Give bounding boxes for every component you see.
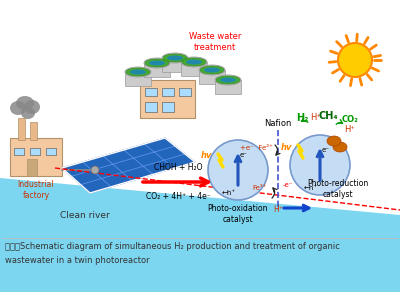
Ellipse shape [182,58,206,66]
Text: 圖二：Schematic diagram of simultaneous H₂ production and treatment of organic: 圖二：Schematic diagram of simultaneous H₂ … [5,242,340,251]
Text: Waste water
treatment: Waste water treatment [189,32,241,52]
Text: CHOH + H₂O: CHOH + H₂O [154,163,202,172]
Ellipse shape [144,58,170,68]
Ellipse shape [16,96,34,110]
Ellipse shape [333,142,347,152]
Circle shape [91,166,99,174]
Text: Clean river: Clean river [60,211,110,220]
Ellipse shape [167,55,183,60]
Bar [179,88,191,96]
Bar [14,148,24,155]
Ellipse shape [181,57,207,67]
Ellipse shape [163,54,187,62]
Bar [215,80,241,94]
Bar [18,118,25,140]
Polygon shape [62,138,195,193]
Text: Fe³⁺: Fe³⁺ [253,185,267,191]
Text: CH₄: CH₄ [318,111,338,121]
Ellipse shape [186,60,202,65]
Text: wastewater in a twin photoreactor: wastewater in a twin photoreactor [5,256,150,265]
Text: H⁺: H⁺ [273,205,283,214]
Bar [140,80,195,118]
Text: e⁻: e⁻ [322,147,330,153]
Text: Photo-reduction
catalyst: Photo-reduction catalyst [307,179,369,199]
Bar [27,159,37,176]
Text: Nafion: Nafion [264,119,292,128]
Ellipse shape [126,68,150,76]
Bar [199,70,225,84]
Text: H⁺: H⁺ [310,114,322,123]
Bar [144,63,170,77]
Ellipse shape [215,75,241,85]
Bar [46,148,56,155]
Text: H₂: H₂ [296,113,308,123]
Bar [162,88,174,96]
Ellipse shape [130,69,146,74]
Text: H⁺: H⁺ [344,124,356,133]
Text: hv: hv [200,152,212,161]
Bar [10,138,62,176]
Text: +e⁻  Fe²⁺: +e⁻ Fe²⁺ [240,145,272,151]
Ellipse shape [10,101,26,115]
Text: ←h⁺: ←h⁺ [304,185,318,191]
Ellipse shape [125,67,151,77]
Text: Photo-oxidation
catalyst: Photo-oxidation catalyst [208,204,268,224]
Text: Industrial
factory: Industrial factory [18,180,54,200]
Ellipse shape [149,60,165,65]
Bar [145,88,157,96]
Text: -e⁻: -e⁻ [283,182,294,188]
Ellipse shape [338,43,372,77]
Text: hv: hv [280,142,292,152]
Bar [30,122,37,140]
Ellipse shape [208,140,268,200]
Ellipse shape [216,76,240,84]
Ellipse shape [21,107,35,119]
Bar [162,102,174,112]
Ellipse shape [290,135,350,195]
Ellipse shape [200,66,224,74]
Ellipse shape [162,53,188,63]
Ellipse shape [220,77,236,83]
Ellipse shape [199,65,225,75]
Text: CO₂ + 4H⁺ + 4e⁻: CO₂ + 4H⁺ + 4e⁻ [146,192,210,201]
Text: ←h⁺: ←h⁺ [222,190,236,196]
Ellipse shape [24,100,40,114]
Bar [181,62,207,76]
Bar [125,72,151,86]
Bar [145,102,157,112]
Ellipse shape [145,59,169,67]
Ellipse shape [204,67,220,72]
Bar [162,58,188,72]
Ellipse shape [327,136,341,146]
Text: CO₂: CO₂ [342,116,358,124]
Bar [30,148,40,155]
Text: e⁻: e⁻ [240,152,248,158]
Polygon shape [0,178,400,292]
